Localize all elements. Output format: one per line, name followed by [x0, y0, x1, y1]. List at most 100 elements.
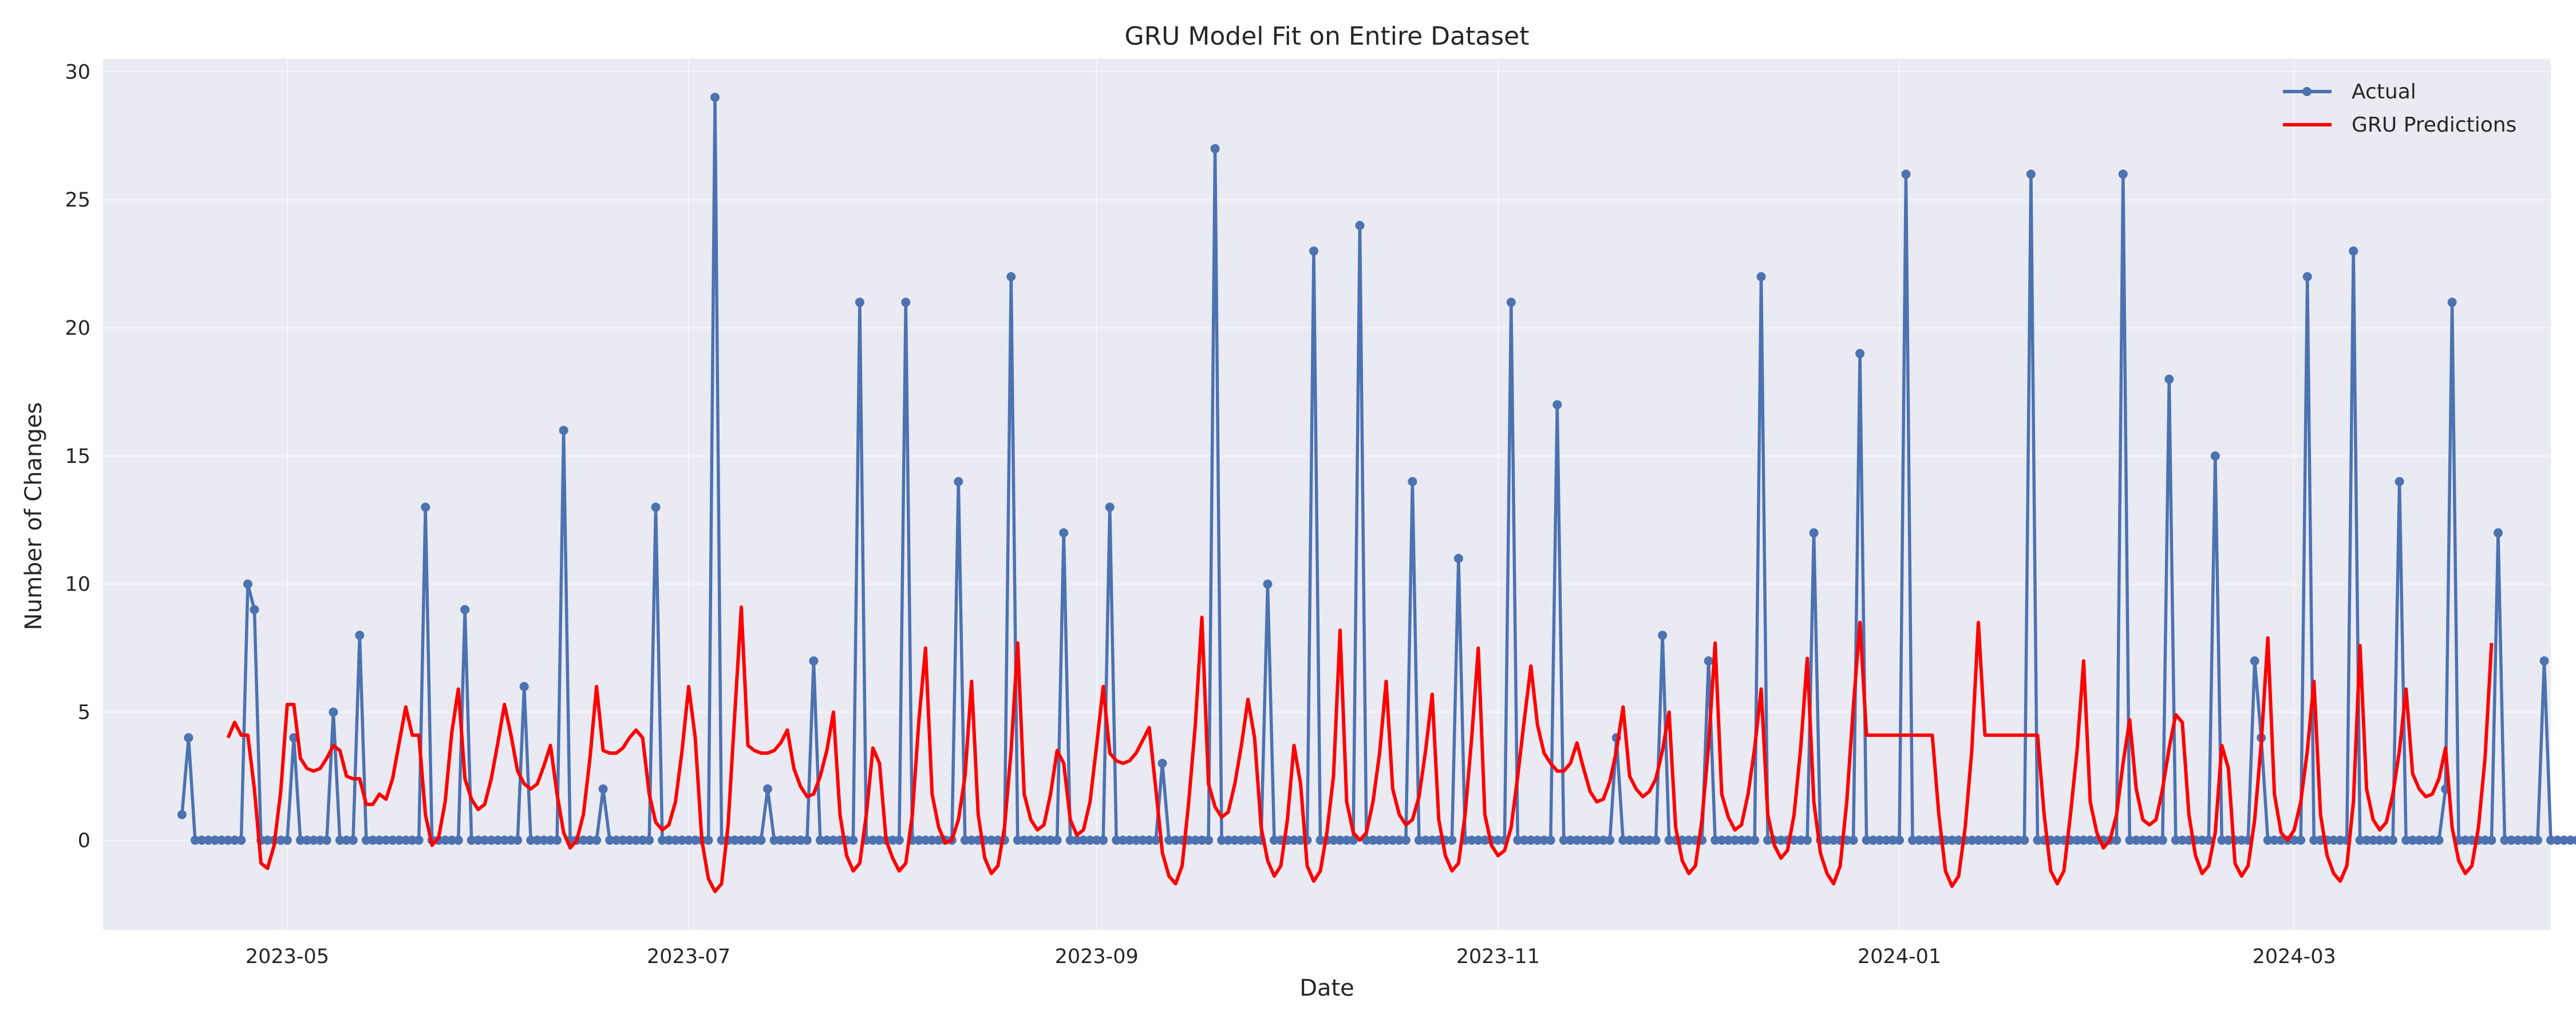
data-point	[361, 835, 371, 845]
data-point	[1296, 835, 1305, 845]
data-point	[2210, 451, 2220, 461]
data-point	[2151, 835, 2161, 845]
data-point	[2118, 169, 2128, 179]
data-point	[1572, 835, 1582, 845]
data-point	[1085, 835, 1095, 845]
data-point	[2388, 835, 2398, 845]
data-point	[1914, 835, 1924, 845]
data-point	[638, 835, 647, 845]
data-point	[2447, 298, 2457, 307]
data-point	[717, 835, 726, 845]
data-point	[2125, 835, 2135, 845]
data-point	[592, 835, 602, 845]
data-point	[625, 835, 634, 845]
data-point	[414, 835, 424, 845]
data-point	[1704, 656, 1713, 665]
y-tick-label: 15	[65, 445, 90, 468]
data-point	[2276, 835, 2286, 845]
data-point	[2000, 835, 2009, 845]
data-point	[322, 835, 331, 845]
data-point	[1401, 835, 1411, 845]
data-point	[1072, 835, 1082, 845]
data-point	[1664, 835, 1674, 845]
data-point	[1829, 835, 1839, 845]
series-actual	[177, 93, 2576, 845]
data-point	[1625, 835, 1634, 845]
data-point	[2178, 835, 2187, 845]
data-point	[585, 835, 595, 845]
data-point	[552, 835, 562, 845]
data-point	[1362, 835, 1371, 845]
data-point	[2158, 835, 2167, 845]
data-point	[1618, 835, 1628, 845]
data-point	[1020, 835, 1029, 845]
data-point	[1868, 835, 1878, 845]
data-point	[2197, 835, 2207, 845]
data-point	[276, 835, 286, 845]
data-point	[986, 835, 996, 845]
data-point	[1151, 835, 1161, 845]
data-point	[1908, 835, 1917, 845]
data-point	[934, 835, 943, 845]
data-point	[789, 835, 799, 845]
data-point	[1901, 169, 1911, 179]
data-point	[1013, 835, 1022, 845]
data-point	[1987, 835, 1996, 845]
data-point	[2507, 835, 2516, 845]
data-point	[776, 835, 785, 845]
data-point	[2362, 835, 2372, 845]
data-point	[2020, 835, 2029, 845]
data-point	[2296, 835, 2306, 845]
data-point	[677, 835, 687, 845]
data-point	[1493, 835, 1503, 845]
data-point	[1289, 835, 1299, 845]
data-point	[1658, 631, 1668, 640]
data-point	[1144, 835, 1154, 845]
data-point	[611, 835, 621, 845]
data-point	[1046, 835, 1056, 845]
data-point	[500, 835, 509, 845]
data-point	[796, 835, 805, 845]
data-point	[394, 835, 404, 845]
series-gru-predictions	[226, 605, 2494, 893]
data-point	[1125, 835, 1135, 845]
data-point	[2368, 835, 2378, 845]
data-point	[2144, 835, 2154, 845]
data-point	[302, 835, 312, 845]
data-point	[809, 656, 819, 665]
data-point	[2408, 835, 2417, 845]
data-point	[1605, 835, 1615, 845]
data-point	[927, 835, 937, 845]
data-point	[1033, 835, 1042, 845]
data-point	[1552, 400, 1562, 410]
y-tick-label: 5	[78, 702, 90, 724]
data-point	[579, 835, 588, 845]
data-point	[920, 835, 930, 845]
data-point	[2349, 246, 2358, 256]
data-point	[710, 93, 720, 102]
data-point	[1171, 835, 1180, 845]
data-point	[645, 835, 654, 845]
data-point	[1763, 835, 1773, 845]
data-point	[1684, 835, 1694, 845]
data-point	[559, 426, 568, 435]
data-point	[506, 835, 516, 845]
data-point	[2223, 835, 2233, 845]
data-point	[2131, 835, 2141, 845]
data-point	[769, 835, 779, 845]
data-point	[421, 502, 430, 512]
data-point	[1223, 835, 1233, 845]
data-point	[1789, 835, 1799, 845]
data-point	[1855, 348, 1865, 358]
data-point	[1467, 835, 1476, 845]
data-point	[440, 835, 450, 845]
data-point	[1453, 553, 1463, 563]
data-point	[388, 835, 397, 845]
data-point	[1078, 835, 1088, 845]
data-point	[2494, 528, 2503, 538]
data-point	[2513, 835, 2523, 845]
data-point	[1065, 835, 1075, 845]
data-point	[2217, 835, 2227, 845]
data-point	[216, 835, 226, 845]
data-point	[263, 835, 272, 845]
